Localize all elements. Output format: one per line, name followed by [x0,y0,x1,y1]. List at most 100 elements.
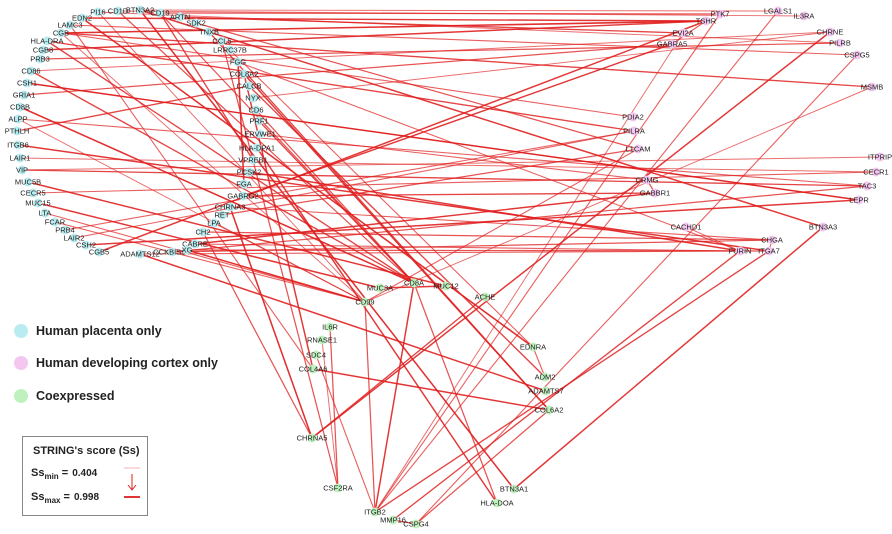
node-CD1D[interactable]: CD1D [108,6,129,16]
node-TSHR[interactable]: TSHR [696,16,717,26]
node-COL8A2[interactable]: COL8A2 [230,69,259,79]
node-PDIA2[interactable]: PDIA2 [622,112,644,122]
node-ITGB2[interactable]: ITGB2 [364,507,386,517]
node-VIP[interactable]: VIP [16,165,28,175]
node-IL6R[interactable]: IL6R [322,322,339,332]
node-LPA[interactable]: LPA [207,218,221,228]
node-CSH1[interactable]: CSH1 [17,78,37,88]
node-CD99[interactable]: CD99 [355,297,375,307]
node-CALCB[interactable]: CALCB [236,81,262,91]
node-CRMG[interactable]: CRMG [636,175,659,185]
node-FCAR[interactable]: FCAR [45,217,66,227]
node-BTN3A2[interactable]: BTN3A2 [126,5,154,15]
node-LAIR2[interactable]: LAIR2 [64,233,85,243]
node-ARTN[interactable]: ARTN [170,12,190,22]
node-ITPRIP[interactable]: ITPRIP [868,152,892,162]
node-BTN3A3[interactable]: BTN3A3 [809,222,837,232]
node-MSMB[interactable]: MSMB [861,82,884,92]
node-CH2[interactable]: CH2 [195,227,211,237]
node-TAC3[interactable]: TAC3 [858,181,877,191]
node-VPREB1[interactable]: VPREB1 [238,155,268,165]
node-LTA[interactable]: LTA [39,208,52,218]
node-CD8A[interactable]: CD8A [404,278,424,288]
node-ADAMTS7[interactable]: ADAMTS7 [528,386,564,396]
node-CD8B[interactable]: CD8B [10,102,30,112]
node-PRB3[interactable]: PRB3 [30,54,50,64]
node-ADM2[interactable]: ADM2 [535,372,556,382]
node-ACHE[interactable]: ACHE [475,292,496,302]
node-GABBR1[interactable]: GABBR1 [640,188,670,198]
node-PRB4[interactable]: PRB4 [55,225,75,235]
node-CD6[interactable]: CD6 [248,105,264,115]
node-dot [204,27,214,37]
node-EDNRA[interactable]: EDNRA [520,342,546,352]
node-LEPR[interactable]: LEPR [849,195,869,205]
node-FURIN[interactable]: FURIN [729,246,752,256]
node-LGALS1[interactable]: LGALS1 [764,6,792,16]
node-COL4A6[interactable]: COL4A6 [299,364,328,374]
node-ERVWE1[interactable]: ERVWE1 [244,129,276,139]
node-GABRG2[interactable]: GABRG2 [227,191,259,201]
node-CHRNE[interactable]: CHRNE [817,27,844,37]
node-CECR1[interactable]: CECR1 [863,167,889,177]
node-EVI2A[interactable]: EVI2A [672,28,694,38]
node-COL6A2[interactable]: COL6A2 [535,405,564,415]
node-CHGA[interactable]: CHGA [761,235,783,245]
node-CHRNA5[interactable]: CHRNA5 [297,433,328,443]
node-L1CAM[interactable]: L1CAM [625,144,651,154]
node-PTHLH[interactable]: PTHLH [5,126,30,136]
node-TNXB[interactable]: TNXB [199,27,219,37]
node-ADAMTS12[interactable]: ADAMTS12 [120,249,160,259]
node-RNASE1[interactable]: RNASE1 [307,335,337,345]
node-CSF2RA[interactable]: CSF2RA [323,483,353,493]
node-PILRB[interactable]: PILRB [829,38,851,48]
node-MMP16[interactable]: MMP16 [380,515,406,525]
node-RET[interactable]: RET [215,210,230,220]
node-FGA[interactable]: FGA [236,179,252,189]
node-GABRA5[interactable]: GABRA5 [657,39,687,49]
node-CD19[interactable]: CD19 [150,8,170,18]
node-HLA-DPA1[interactable]: HLA-DPA1 [239,143,275,153]
node-NYX[interactable]: NYX [245,93,261,103]
node-BTN3A1[interactable]: BTN3A1 [500,484,528,494]
node-PCSK2[interactable]: PCSK2 [237,167,262,177]
node-ITGB6[interactable]: ITGB6 [7,140,29,150]
node-CECR5[interactable]: CECR5 [20,188,46,198]
node-IL3RA[interactable]: IL3RA [794,11,815,21]
node-CHRNA3[interactable]: CHRNA3 [215,202,246,212]
node-PTK7[interactable]: PTK7 [711,9,730,19]
node-GRIA1[interactable]: GRIA1 [13,90,36,100]
node-CGB8[interactable]: CGB8 [33,45,53,55]
node-CSPG5[interactable]: CSPG5 [844,50,870,60]
node-SDC4[interactable]: SDC4 [306,350,326,360]
node-MUC15[interactable]: MUC15 [25,198,51,208]
node-CSPG4[interactable]: CSPG4 [403,519,429,529]
node-ALPP[interactable]: ALPP [8,114,28,124]
node-CD86[interactable]: CD86 [21,66,41,76]
node-MUC12[interactable]: MUC12 [433,281,459,291]
node-MUC3A[interactable]: MUC3A [367,283,393,293]
node-LAMC3[interactable]: LAMC3 [57,20,83,30]
node-label: PTK7 [711,10,730,19]
node-CGB5[interactable]: CGB5 [89,247,109,257]
node-XG[interactable]: XG [182,245,193,255]
node-PI16[interactable]: PI16 [90,7,106,17]
node-CCL5[interactable]: CCL5 [212,36,232,46]
node-CACHD1[interactable]: CACHD1 [671,222,702,232]
node-CABRE[interactable]: CABRE [182,239,208,249]
node-MUC5B[interactable]: MUC5B [15,177,41,187]
node-CCKBISST[interactable]: CCKBISST [153,247,191,257]
node-SDK2[interactable]: SDK2 [186,18,206,28]
node-PRF1[interactable]: PRF1 [249,116,269,126]
node-FGG[interactable]: FGG [230,57,246,67]
edge-ADAMTS12-FURIN [139,250,741,255]
node-CGB[interactable]: CGB [53,28,69,38]
node-EDN2[interactable]: EDN2 [72,13,92,23]
node-LAIR1[interactable]: LAIR1 [10,153,31,163]
node-PILRA[interactable]: PILRA [623,126,645,136]
node-LRRC37B[interactable]: LRRC37B [213,45,247,55]
node-ITGA7[interactable]: ITGA7 [758,246,780,256]
node-HLA-DOA[interactable]: HLA-DOA [480,498,514,508]
node-HLA-DRA[interactable]: HLA-DRA [31,36,64,46]
node-CSH2[interactable]: CSH2 [76,240,96,250]
